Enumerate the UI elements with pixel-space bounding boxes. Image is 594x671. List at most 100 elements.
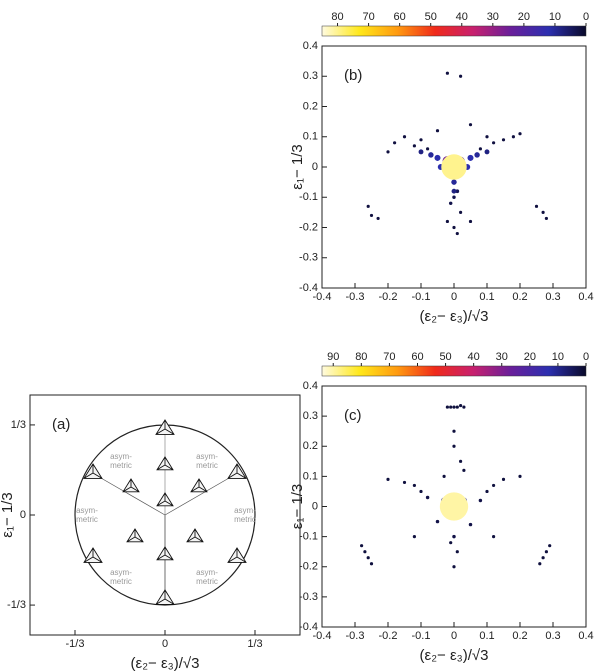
- density-point: [445, 71, 449, 75]
- y-tick-label: -0.3: [299, 591, 318, 603]
- y-tick-label: 0.4: [303, 40, 318, 52]
- colorbar-tick-label: 60: [411, 351, 423, 363]
- density-point: [369, 213, 374, 217]
- density-point: [451, 179, 457, 185]
- density-point: [518, 132, 522, 136]
- density-point: [386, 150, 390, 154]
- density-point: [478, 498, 483, 503]
- y-axis-label: ε₁− 1/3: [289, 144, 306, 190]
- density-point: [376, 216, 380, 221]
- y-tick-label: 0.2: [303, 100, 318, 112]
- region-label: asym-: [196, 452, 218, 461]
- x-tick-label: -0.4: [313, 630, 332, 642]
- x-tick-label: -1/3: [66, 638, 85, 650]
- y-tick-label: 0.2: [303, 440, 318, 452]
- density-point: [419, 489, 423, 494]
- density-point: [544, 550, 548, 554]
- y-tick-label: 0.3: [303, 410, 318, 422]
- density-point: [402, 135, 407, 139]
- density-point: [369, 562, 374, 566]
- colorbar-tick-label: 40: [468, 351, 480, 363]
- density-point: [474, 152, 480, 158]
- x-tick-label: -0.2: [379, 630, 398, 642]
- density-point: [459, 459, 463, 463]
- density-point: [393, 141, 397, 145]
- y-tick-label: 0.3: [303, 70, 318, 82]
- shape-glyph: [126, 528, 144, 543]
- x-tick-label: -0.2: [379, 291, 398, 303]
- shape-glyph: [156, 492, 174, 507]
- density-point: [418, 149, 424, 155]
- colorbar-tick-label: 0: [583, 11, 589, 23]
- x-tick-label: -0.3: [346, 291, 365, 303]
- density-point: [459, 210, 463, 214]
- y-tick-label: -0.3: [299, 252, 318, 264]
- colorbar-tick-label: 50: [425, 11, 437, 23]
- density-point: [478, 147, 482, 151]
- y-tick-label: 0.4: [303, 380, 318, 392]
- shape-glyph: [227, 463, 247, 479]
- colorbar-tick-label: 70: [383, 351, 395, 363]
- colorbar-tick-label: 20: [524, 351, 536, 363]
- region-label: metric: [196, 461, 218, 470]
- colorbar-tick-label: 90: [327, 351, 339, 363]
- x-tick-label: -0.1: [412, 291, 431, 303]
- colorbar-tick-label: 40: [456, 11, 468, 23]
- y-tick-label: -0.4: [299, 282, 318, 294]
- density-point: [428, 152, 434, 158]
- density-point: [452, 405, 456, 409]
- x-axis-label: (ε₂− ε₃)/√3: [420, 647, 489, 664]
- density-point: [452, 534, 456, 539]
- y-tick-label: 0: [312, 500, 318, 512]
- symmetry-line: [90, 471, 166, 516]
- density-point: [366, 204, 370, 208]
- x-tick-label: 0: [451, 630, 457, 642]
- x-tick-label: 0.4: [578, 630, 593, 642]
- region-label: metric: [234, 515, 256, 524]
- colorbar-tick-label: 30: [496, 351, 508, 363]
- density-point: [492, 141, 496, 145]
- density-point: [451, 188, 457, 194]
- x-axis-label: (ε₂− ε₃)/√3: [420, 308, 489, 325]
- density-point: [462, 405, 466, 409]
- density-point: [412, 535, 416, 539]
- colorbar-tick-label: 80: [331, 11, 343, 23]
- density-point: [452, 444, 456, 448]
- shape-glyph: [83, 463, 103, 479]
- x-tick-label: 0.3: [545, 630, 560, 642]
- colorbar-tick-label: 20: [518, 11, 530, 23]
- y-tick-label: 0.1: [303, 131, 318, 143]
- density-point: [452, 565, 456, 569]
- x-tick-label: 1/3: [247, 638, 262, 650]
- y-tick-label: -0.2: [299, 561, 318, 573]
- x-tick-label: -0.4: [313, 291, 332, 303]
- density-point: [455, 231, 459, 236]
- density-point: [548, 544, 552, 548]
- x-tick-label: 0.4: [578, 291, 593, 303]
- colorbar: [321, 25, 587, 37]
- density-point: [435, 129, 440, 133]
- density-point: [455, 189, 460, 194]
- density-point: [541, 556, 545, 560]
- density-point: [412, 144, 416, 148]
- x-tick-label: -0.1: [412, 630, 431, 642]
- shape-glyph: [186, 528, 204, 543]
- shape-glyph: [155, 419, 175, 435]
- shape-glyph: [122, 478, 140, 493]
- density-point: [468, 219, 473, 224]
- density-point: [441, 154, 467, 180]
- density-point: [445, 405, 449, 409]
- symmetry-line: [164, 471, 240, 516]
- region-label: asym-: [110, 568, 132, 577]
- density-point: [366, 556, 370, 560]
- y-tick-label: 1/3: [11, 419, 26, 431]
- region-label: metric: [110, 461, 132, 470]
- density-point: [511, 135, 515, 139]
- shape-glyph: [156, 456, 174, 471]
- y-tick-label: -0.1: [299, 191, 318, 203]
- y-tick-label: -0.1: [299, 531, 318, 543]
- density-point: [492, 483, 496, 487]
- density-point: [412, 483, 416, 487]
